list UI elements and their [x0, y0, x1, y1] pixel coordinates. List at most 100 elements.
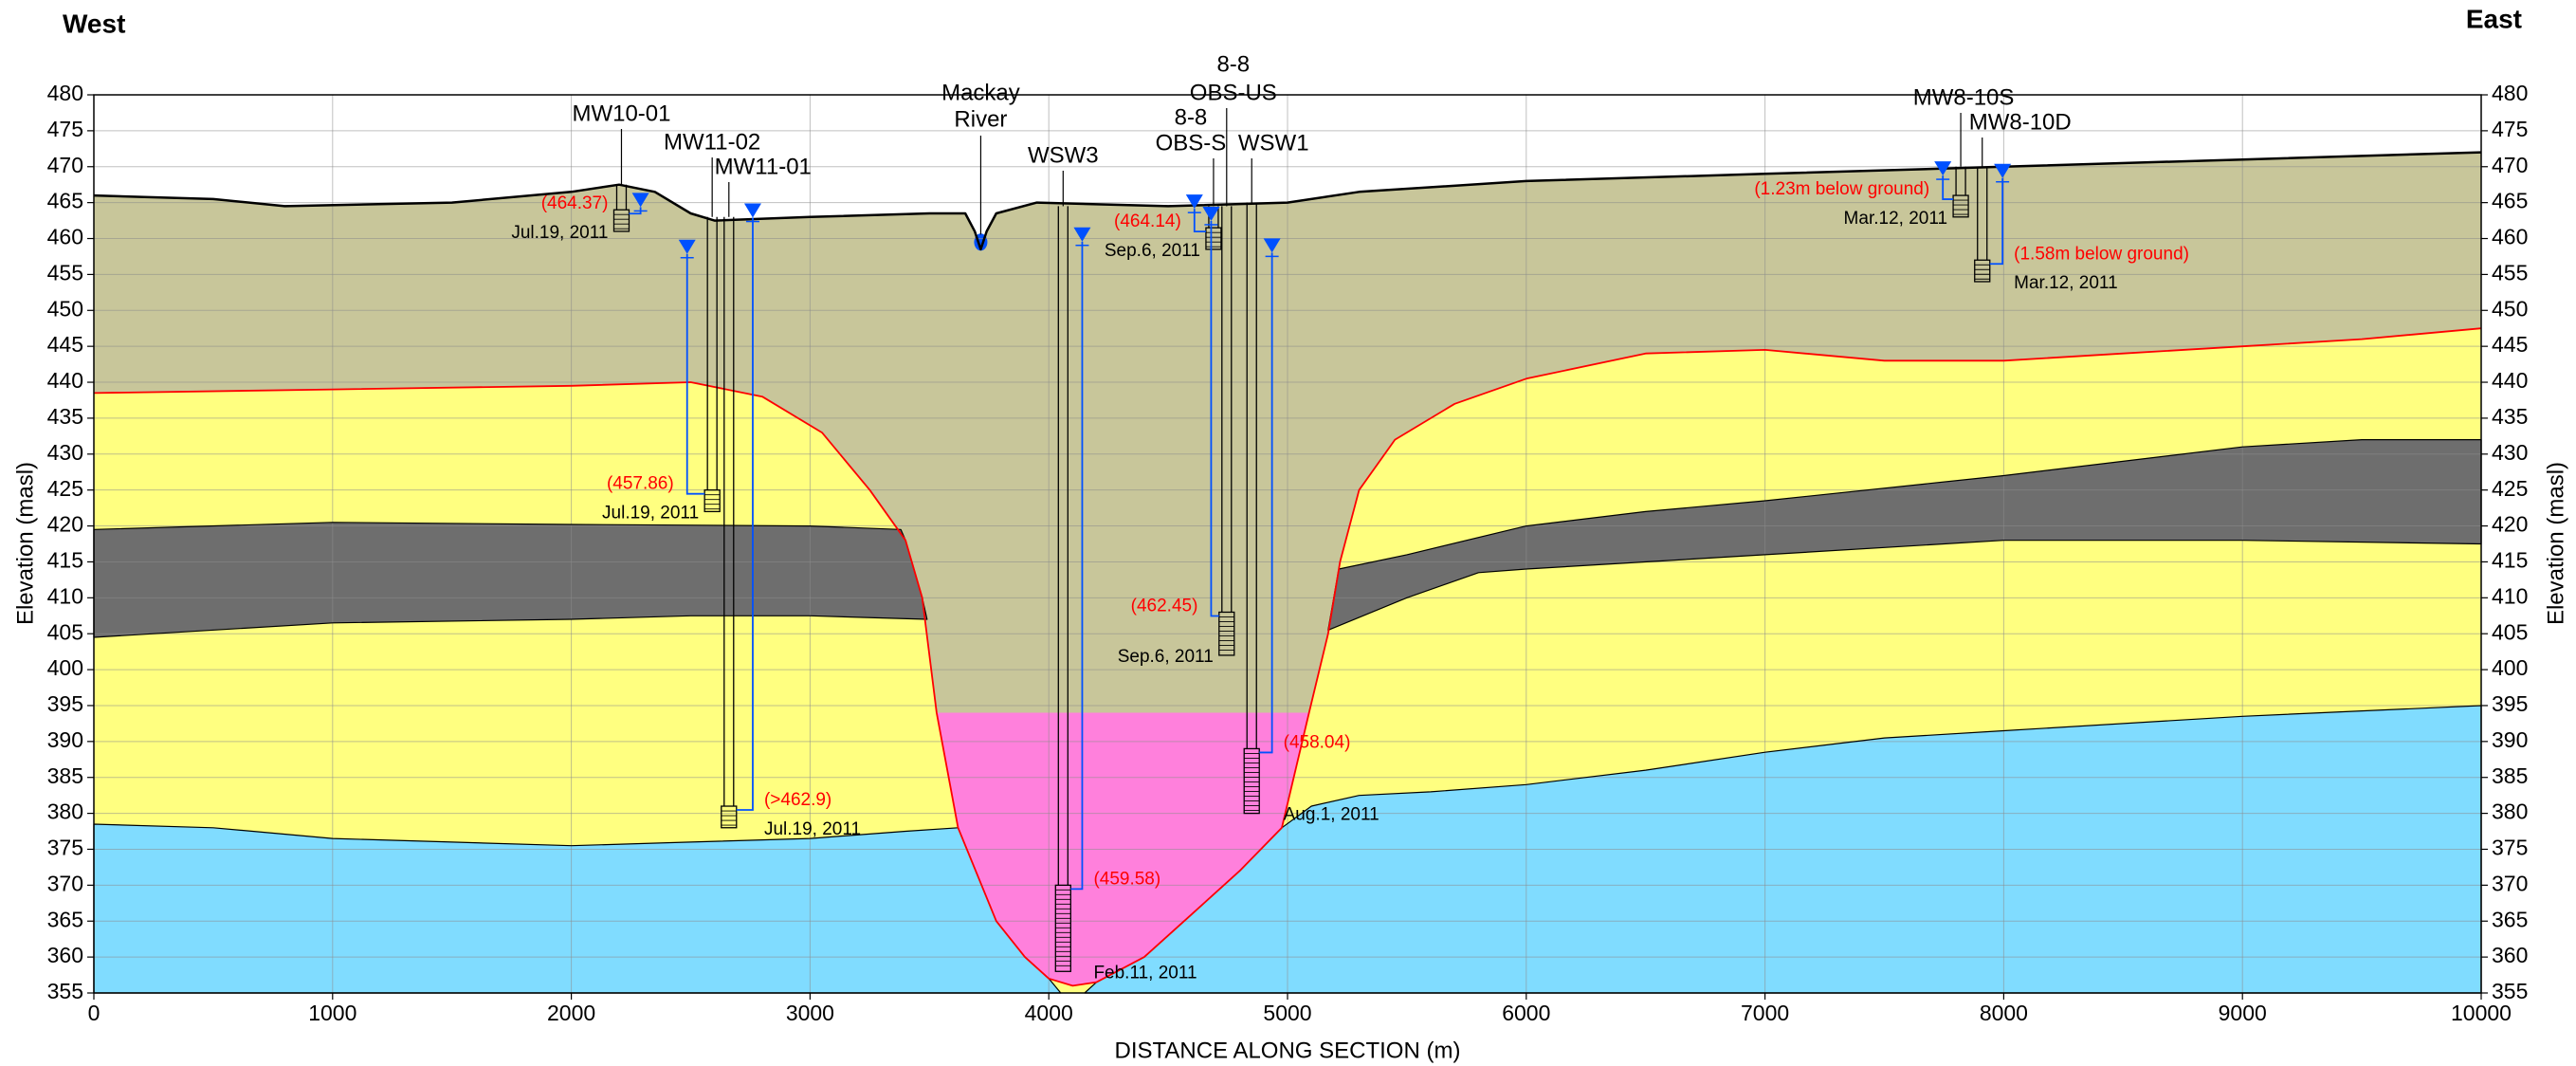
measurement-date: Jul.19, 2011 — [764, 819, 861, 839]
y-tick-label: 405 — [47, 619, 83, 644]
y2-tick-label: 465 — [2492, 189, 2528, 213]
y-tick-label: 395 — [47, 691, 83, 716]
y-tick-label: 420 — [47, 512, 83, 537]
y2-tick-label: 425 — [2492, 476, 2528, 501]
y2-tick-label: 440 — [2492, 368, 2528, 393]
water-level-marker — [744, 204, 761, 218]
well-name: WSW1 — [1238, 130, 1309, 156]
y-tick-label: 430 — [47, 440, 83, 465]
x-tick-label: 9000 — [2219, 1001, 2267, 1025]
water-level-label: (457.86) — [607, 474, 674, 494]
y-tick-label: 355 — [47, 979, 83, 1003]
water-level-label: (464.37) — [541, 193, 609, 213]
y2-tick-label: 475 — [2492, 117, 2528, 141]
cross-section-chart: West East DISTANCE ALONG SECTION (m) Ele… — [0, 0, 2576, 1066]
y-tick-label: 460 — [47, 225, 83, 249]
water-level-label: (1.58m below ground) — [2014, 244, 2189, 264]
y2-tick-label: 370 — [2492, 871, 2528, 895]
well-name: MW11-02 — [664, 129, 760, 155]
river-label: Mackay — [941, 80, 1020, 105]
y-tick-label: 455 — [47, 260, 83, 285]
x-tick-label: 2000 — [547, 1001, 595, 1025]
y2-tick-label: 435 — [2492, 404, 2528, 429]
y-tick-label: 385 — [47, 763, 83, 788]
y-tick-label: 415 — [47, 548, 83, 573]
water-level-label: (462.45) — [1131, 596, 1198, 616]
y-axis-title: Elevation (masl) — [12, 462, 38, 625]
y-tick-label: 450 — [47, 296, 83, 321]
measurement-date: Jul.19, 2011 — [511, 223, 608, 243]
measurement-date: Feb.11, 2011 — [1093, 963, 1197, 983]
well-name: 8-8 — [1175, 104, 1208, 130]
y2-tick-label: 455 — [2492, 260, 2528, 285]
x-tick-label: 3000 — [786, 1001, 834, 1025]
y2-tick-label: 430 — [2492, 440, 2528, 465]
y-tick-label: 425 — [47, 476, 83, 501]
x-tick-label: 6000 — [1502, 1001, 1550, 1025]
y2-tick-label: 360 — [2492, 943, 2528, 967]
water-level-label: (464.14) — [1114, 211, 1181, 231]
y-tick-label: 470 — [47, 153, 83, 177]
y2-tick-label: 420 — [2492, 512, 2528, 537]
x-tick-label: 8000 — [1980, 1001, 2028, 1025]
y-tick-label: 410 — [47, 583, 83, 608]
x-tick-label: 10000 — [2451, 1001, 2512, 1025]
page: {"chart_data": { "type": "cross-section"… — [0, 0, 2576, 1066]
y2-tick-label: 390 — [2492, 727, 2528, 752]
y2-tick-label: 445 — [2492, 332, 2528, 357]
well-name: WSW3 — [1028, 142, 1099, 168]
x-tick-label: 7000 — [1741, 1001, 1789, 1025]
x-tick-label: 4000 — [1025, 1001, 1073, 1025]
y-tick-label: 435 — [47, 404, 83, 429]
measurement-date: Mar.12, 2011 — [2014, 273, 2118, 293]
y2-tick-label: 480 — [2492, 81, 2528, 105]
well-name: MW11-01 — [715, 154, 812, 179]
x-tick-label: 5000 — [1263, 1001, 1311, 1025]
y2-tick-label: 365 — [2492, 907, 2528, 931]
water-level-label: (459.58) — [1093, 869, 1160, 889]
y2-tick-label: 395 — [2492, 691, 2528, 716]
y-tick-label: 465 — [47, 189, 83, 213]
y2-tick-label: 375 — [2492, 836, 2528, 860]
y-tick-label: 370 — [47, 871, 83, 895]
water-level-label: (458.04) — [1284, 732, 1351, 752]
west-label: West — [63, 9, 125, 38]
y2-axis-title: Elevation (masl) — [2543, 462, 2568, 625]
y2-tick-label: 385 — [2492, 763, 2528, 788]
y-tick-label: 475 — [47, 117, 83, 141]
x-tick-label: 0 — [88, 1001, 100, 1025]
y2-tick-label: 415 — [2492, 548, 2528, 573]
measurement-date: Sep.6, 2011 — [1118, 647, 1214, 667]
well-name: 8-8 — [1216, 51, 1250, 77]
measurement-date: Mar.12, 2011 — [1844, 209, 1948, 229]
well-name: MW8-10S — [1913, 84, 2015, 110]
east-label: East — [2466, 4, 2522, 33]
x-axis-title: DISTANCE ALONG SECTION (m) — [1115, 1038, 1461, 1063]
well-name: MW8-10D — [1969, 109, 2072, 135]
y-tick-label: 445 — [47, 332, 83, 357]
x-tick-label: 1000 — [308, 1001, 356, 1025]
y2-tick-label: 470 — [2492, 153, 2528, 177]
measurement-date: Aug.1, 2011 — [1284, 805, 1379, 825]
y2-tick-label: 410 — [2492, 583, 2528, 608]
y2-tick-label: 400 — [2492, 655, 2528, 680]
y2-tick-label: 460 — [2492, 225, 2528, 249]
y-tick-label: 375 — [47, 836, 83, 860]
measurement-date: Sep.6, 2011 — [1105, 241, 1200, 261]
y2-tick-label: 405 — [2492, 619, 2528, 644]
y2-tick-label: 450 — [2492, 296, 2528, 321]
river-label: River — [954, 106, 1007, 132]
y-tick-label: 390 — [47, 727, 83, 752]
y-tick-label: 380 — [47, 800, 83, 824]
measurement-date: Jul.19, 2011 — [602, 503, 699, 523]
well-name: MW10-01 — [572, 101, 670, 126]
water-level-label: (>462.9) — [764, 790, 831, 810]
y-tick-label: 480 — [47, 81, 83, 105]
y-tick-label: 360 — [47, 943, 83, 967]
water-level-label: (1.23m below ground) — [1754, 179, 1929, 199]
well-name: OBS-US — [1190, 80, 1277, 105]
y-tick-label: 365 — [47, 907, 83, 931]
y2-tick-label: 380 — [2492, 800, 2528, 824]
y-tick-label: 400 — [47, 655, 83, 680]
well-name: OBS-S — [1156, 130, 1227, 156]
